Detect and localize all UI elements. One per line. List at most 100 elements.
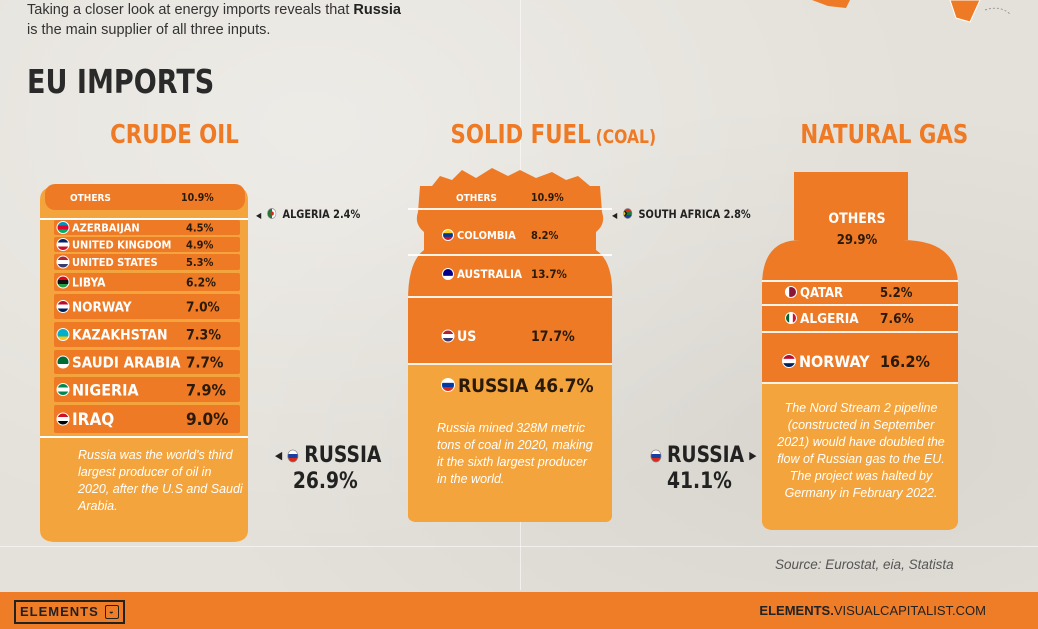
- russia-flag-icon: [650, 449, 662, 463]
- canister-divider: [762, 382, 958, 384]
- page-title: EU IMPORTS: [27, 62, 215, 101]
- left-arrow-icon: ◀: [612, 211, 618, 220]
- solid-fuel-label: COLOMBIA: [457, 229, 516, 242]
- canister-divider: [762, 304, 958, 306]
- solid-fuel-title-sub: (COAL): [595, 126, 657, 148]
- russia-flag-icon: [287, 449, 299, 463]
- natural-gas-note: The Nord Stream 2 pipeline (constructed …: [777, 401, 945, 500]
- crude-oil-value: 4.9%: [186, 238, 214, 251]
- footer-website-rest: VISUALCAPITALIST.COM: [833, 603, 986, 618]
- sack-divider: [408, 254, 612, 256]
- natural-gas-value: 29.9%: [837, 233, 878, 248]
- south-africa-callout: ◀ SOUTH AFRICA 2.8%: [612, 207, 751, 221]
- crude-oil-value: 7.0%: [186, 299, 220, 315]
- elements-logo[interactable]: ELEMENTS ◒: [14, 600, 125, 624]
- natural-gas-label: OTHERS: [828, 211, 885, 227]
- united-states-flag-icon: [56, 255, 70, 269]
- paper-crease-horizontal: [0, 546, 1038, 547]
- crude-oil-label: KAZAKHSTAN: [72, 328, 168, 344]
- russia-flag-icon: [441, 378, 455, 392]
- crude-oil-label: UNITED KINGDOM: [72, 238, 171, 251]
- solid-fuel-label: US: [457, 329, 476, 345]
- gas-canister-cap: [794, 172, 908, 240]
- brand-icon: ◒: [104, 605, 119, 619]
- crude-oil-value: 5.3%: [186, 256, 214, 269]
- colombia-flag-icon: [442, 229, 454, 241]
- solid-fuel-value: 13.7%: [531, 267, 568, 281]
- crude-oil-value: 4.5%: [186, 221, 214, 234]
- left-arrow-icon: ◀: [256, 211, 262, 220]
- south-africa-flag-icon: [623, 208, 633, 219]
- natural-gas-russia-segment: [762, 384, 958, 530]
- natural-gas-value: 7.6%: [880, 311, 914, 327]
- crude-oil-segment: [54, 273, 240, 291]
- natural-gas-russia-callout: RUSSIA ▶ 41.1%: [650, 443, 756, 495]
- crude-oil-segment: [54, 350, 240, 374]
- map-fragment: [812, 0, 1011, 23]
- crude-oil-value: 9.0%: [186, 410, 228, 430]
- algeria-callout-label: ALGERIA 2.4%: [282, 207, 361, 221]
- solid-fuel-sack: OTHERS 10.9% COLOMBIA 8.2% AUSTRALIA 13.7% US 1…: [408, 168, 613, 522]
- crude-oil-value: 7.3%: [186, 328, 221, 344]
- crude-oil-label: NIGERIA: [72, 380, 139, 399]
- norway-flag-icon: [782, 354, 796, 368]
- natural-gas-russia-value: 41.1%: [667, 469, 732, 494]
- nigeria-flag-icon: [56, 383, 70, 396]
- solid-fuel-note: Russia mined 328M metric tons of coal in…: [437, 421, 593, 486]
- crude-oil-segment: [54, 405, 240, 433]
- intro-line2: is the main supplier of all three inputs…: [27, 22, 271, 38]
- footer-brand: ELEMENTS: [20, 604, 99, 619]
- solid-fuel-title-main: SOLID FUEL: [450, 120, 591, 150]
- south-africa-callout-label: SOUTH AFRICA 2.8%: [638, 207, 751, 221]
- left-arrow-icon: ◀: [275, 449, 283, 462]
- algeria-callout: ◀ ALGERIA 2.4%: [256, 207, 360, 221]
- sack-divider: [408, 363, 612, 365]
- solid-fuel-value: 10.9%: [531, 192, 564, 204]
- natural-gas-label: QATAR: [800, 286, 843, 301]
- crude-oil-label: OTHERS: [70, 193, 111, 204]
- crude-oil-label: AZERBAIJAN: [72, 221, 140, 234]
- crude-oil-russia-callout: ◀ RUSSIA 26.9%: [275, 443, 381, 495]
- chart-title-natural-gas: NATURAL GAS: [800, 120, 969, 150]
- crude-oil-value: 7.9%: [186, 380, 226, 399]
- solid-fuel-label: OTHERS: [456, 193, 497, 204]
- sack-divider: [408, 208, 612, 210]
- intro-line1: Taking a closer look at energy imports r…: [27, 2, 354, 18]
- sack-divider: [408, 296, 612, 298]
- intro-text: Taking a closer look at energy imports r…: [27, 0, 401, 40]
- solid-fuel-russia-value: RUSSIA 46.7%: [458, 375, 594, 397]
- barrel-hoop: [40, 218, 248, 220]
- crude-oil-segment: [54, 294, 240, 319]
- barrel-hoop: [40, 436, 248, 438]
- crude-oil-russia-value: 26.9%: [292, 469, 358, 494]
- crude-oil-label: NORWAY: [72, 299, 132, 315]
- crude-oil-label: SAUDI ARABIA: [72, 353, 181, 371]
- algeria-flag-icon: [267, 208, 277, 219]
- australia-flag-icon: [442, 268, 454, 280]
- source-note: Source: Eurostat, eia, Statista: [775, 557, 954, 572]
- qatar-flag-icon: [785, 286, 797, 298]
- crude-oil-value: 10.9%: [181, 192, 214, 204]
- solid-fuel-value: 17.7%: [531, 329, 575, 345]
- algeria-flag-icon: [785, 312, 797, 324]
- crude-oil-segment: [54, 377, 240, 402]
- natural-gas-label: NORWAY: [799, 352, 870, 371]
- footer-bar: ELEMENTS ◒ ELEMENTS.VISUALCAPITALIST.COM: [0, 592, 1038, 629]
- crude-oil-segment: [54, 220, 240, 235]
- united-kingdom-flag-icon: [56, 238, 70, 251]
- solid-fuel-russia-segment: [408, 365, 612, 522]
- libya-flag-icon: [56, 275, 70, 289]
- solid-fuel-value: 8.2%: [531, 229, 559, 242]
- right-arrow-icon: ▶: [749, 449, 757, 462]
- saudi-arabia-flag-icon: [56, 355, 70, 369]
- footer-website-link[interactable]: ELEMENTS.VISUALCAPITALIST.COM: [759, 603, 986, 618]
- crude-oil-segment: [54, 322, 240, 347]
- azerbaijan-flag-icon: [56, 221, 70, 234]
- crude-oil-label: UNITED STATES: [72, 256, 158, 269]
- natural-gas-canister: OTHERS 29.9% QATAR 5.2% ALGERIA 7.6% NORWAY 16.…: [762, 172, 958, 530]
- crude-oil-label: IRAQ: [72, 410, 114, 430]
- intro-highlight: Russia: [353, 2, 401, 18]
- chart-title-solid-fuel: SOLID FUEL (COAL): [451, 120, 657, 150]
- crude-oil-barrel: OTHERS 10.9% AZERBAIJAN 4.5% UNITED KINGDOM 4…: [40, 184, 248, 542]
